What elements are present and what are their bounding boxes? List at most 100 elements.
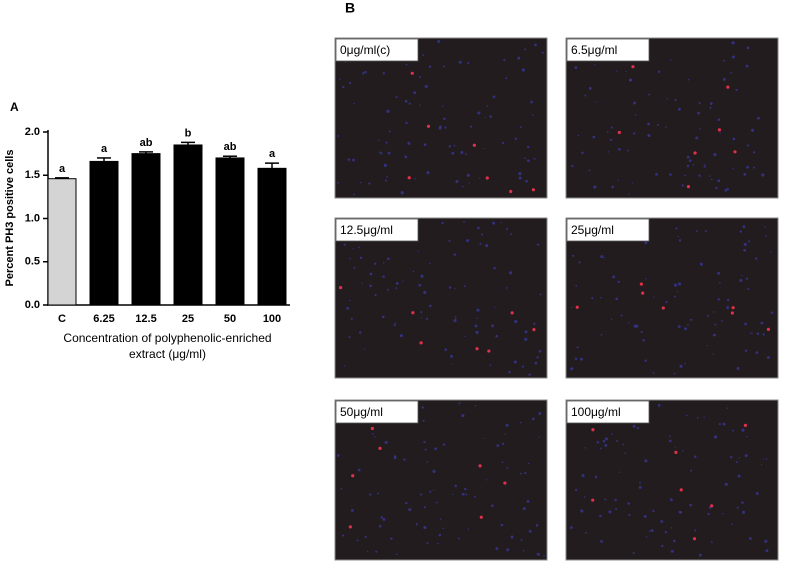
cell-dot <box>522 549 525 552</box>
cell-dot <box>369 284 372 288</box>
cell-dot <box>384 440 388 444</box>
cell-dot <box>708 175 711 177</box>
ph3-dot <box>591 428 595 432</box>
cell-dot <box>359 181 362 184</box>
ph3-dot <box>717 128 722 132</box>
cell-dot <box>451 363 453 365</box>
significance-label: b <box>185 127 192 139</box>
cell-dot <box>583 496 586 498</box>
cell-dot <box>627 502 630 505</box>
cell-dot <box>463 220 465 223</box>
cell-dot <box>382 72 386 75</box>
cell-dot <box>349 299 351 302</box>
cell-dot <box>479 242 482 245</box>
cell-dot <box>690 318 693 321</box>
cell-dot <box>438 533 442 537</box>
cell-dot <box>694 529 697 532</box>
cell-dot <box>350 508 354 512</box>
cell-dot <box>508 370 511 374</box>
cell-dot <box>764 539 768 543</box>
cell-dot <box>719 282 721 284</box>
ph3-dot <box>487 349 491 353</box>
cell-dot <box>616 70 618 72</box>
cell-dot <box>698 174 701 177</box>
cell-dot <box>433 489 435 491</box>
cell-dot <box>423 143 427 147</box>
cell-dot <box>357 468 361 472</box>
cell-dot <box>432 469 436 473</box>
cell-dot <box>421 406 424 409</box>
cell-dot <box>438 127 442 130</box>
cell-dot <box>537 553 541 556</box>
cell-dot <box>443 117 446 121</box>
cell-dot <box>714 323 717 326</box>
cell-dot <box>673 283 678 287</box>
ph3-dot <box>475 347 479 351</box>
ph3-dot <box>510 311 514 315</box>
cell-dot <box>453 144 456 147</box>
cell-dot <box>770 251 772 253</box>
cell-dot <box>420 311 423 314</box>
image-label: 100μg/ml <box>571 405 621 419</box>
ph3-dot <box>639 282 643 286</box>
ph3-dot <box>503 481 507 485</box>
cell-dot <box>541 51 544 54</box>
ph3-dot <box>532 327 536 332</box>
image-label: 12.5μg/ml <box>340 223 393 237</box>
cell-dot <box>526 499 530 503</box>
cell-dot <box>584 531 587 534</box>
cell-dot <box>748 537 752 540</box>
cell-dot <box>528 373 531 376</box>
cell-dot <box>606 130 609 133</box>
cell-dot <box>368 182 371 185</box>
cell-dot <box>704 164 706 166</box>
cell-dot <box>493 306 496 308</box>
panel-label: B <box>345 0 355 16</box>
cell-dot <box>536 356 539 359</box>
cell-dot <box>467 528 470 530</box>
cell-dot <box>505 423 509 427</box>
cell-dot <box>615 508 618 511</box>
cell-dot <box>689 503 693 507</box>
cell-dot <box>673 372 676 375</box>
cell-dot <box>644 359 647 362</box>
cell-dot <box>741 501 744 504</box>
cell-dot <box>594 64 596 66</box>
bar <box>173 144 203 306</box>
significance-label: a <box>59 163 66 175</box>
cell-dot <box>378 151 381 154</box>
cell-dot <box>358 246 360 249</box>
cell-dot <box>664 530 668 534</box>
bar <box>131 153 161 306</box>
cell-dot <box>709 102 713 106</box>
cell-dot <box>393 324 396 327</box>
cell-dot <box>715 186 718 190</box>
cell-dot <box>465 493 468 496</box>
cell-dot <box>628 322 630 324</box>
cell-dot <box>669 498 673 502</box>
cell-dot <box>525 179 528 183</box>
cell-dot <box>514 137 518 141</box>
cell-dot <box>413 91 417 95</box>
cell-dot <box>670 59 672 61</box>
cell-dot <box>717 118 721 121</box>
ph3-dot <box>348 525 352 529</box>
cell-dot <box>600 333 603 336</box>
cell-dot <box>489 115 492 118</box>
cell-dot <box>618 471 621 473</box>
cell-dot <box>503 58 506 62</box>
cell-dot <box>749 332 752 335</box>
cell-dot <box>724 482 728 486</box>
cell-dot <box>674 99 677 102</box>
cell-dot <box>611 433 614 436</box>
cell-dot <box>656 123 659 126</box>
cell-dot <box>378 139 380 142</box>
cell-dot <box>604 437 608 441</box>
cell-dot <box>604 443 608 447</box>
cell-dot <box>483 147 485 150</box>
cell-dot <box>404 155 408 159</box>
cell-dot <box>455 179 459 183</box>
cell-dot <box>420 493 423 496</box>
x-tick-label: 50 <box>224 313 236 325</box>
cell-dot <box>578 261 581 264</box>
